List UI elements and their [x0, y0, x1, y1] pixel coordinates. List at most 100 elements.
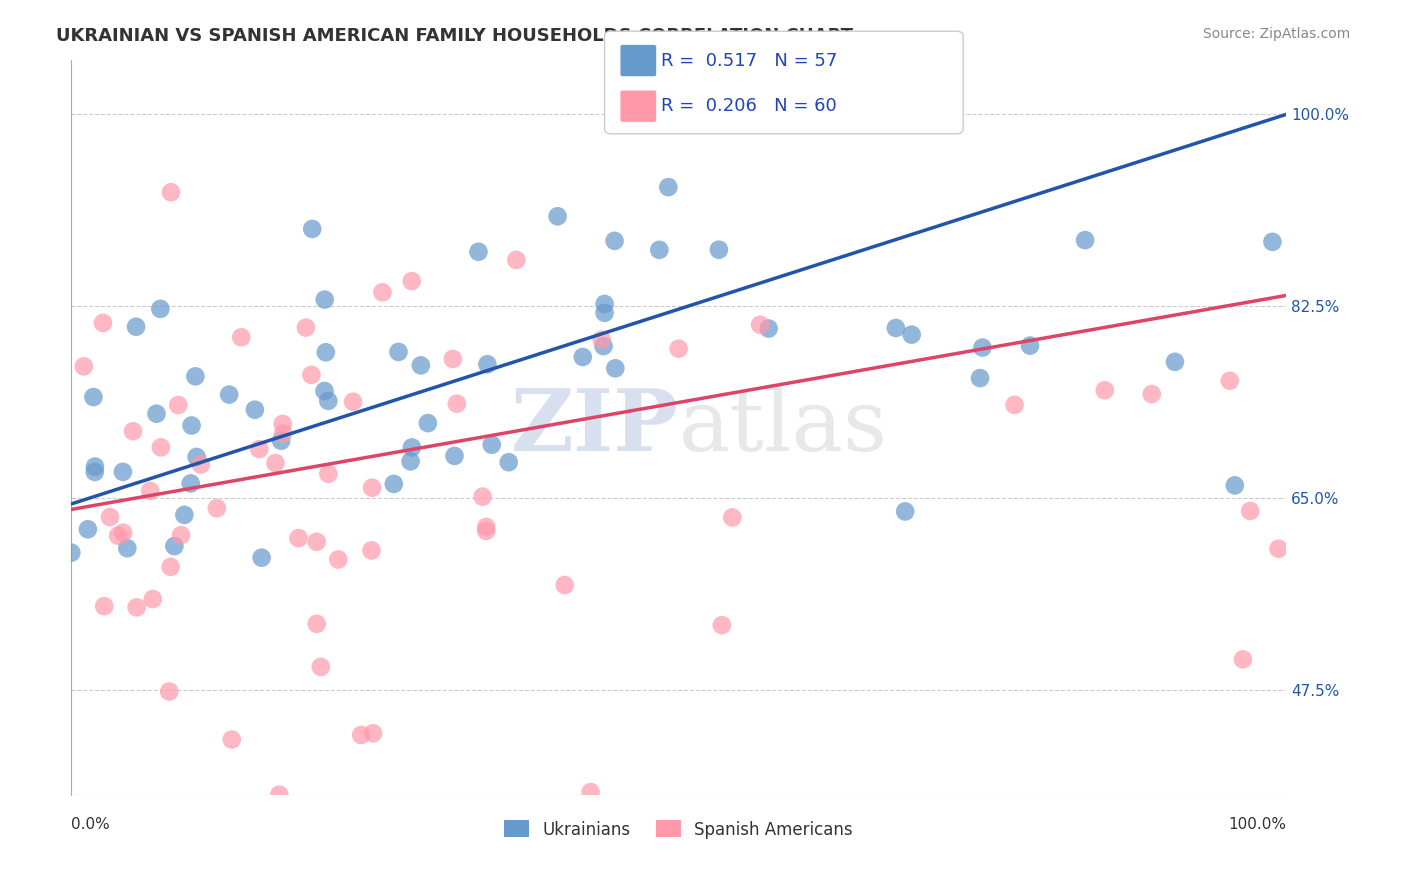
Point — [1094, 384, 1116, 398]
Point — [1223, 478, 1246, 492]
Point — [142, 592, 165, 607]
Point — [139, 483, 162, 498]
Point — [180, 476, 202, 491]
Point — [721, 510, 744, 524]
Point — [76, 522, 98, 536]
Text: 100.0%: 100.0% — [1227, 817, 1286, 831]
Point — [93, 599, 115, 614]
Text: Source: ZipAtlas.com: Source: ZipAtlas.com — [1202, 27, 1350, 41]
Point — [579, 785, 602, 799]
Point — [350, 728, 373, 742]
Point — [167, 398, 190, 412]
Point — [218, 387, 240, 401]
Point — [107, 529, 129, 543]
Point — [163, 539, 186, 553]
Point — [73, 359, 96, 374]
Point — [159, 560, 181, 574]
Point — [382, 477, 405, 491]
Point — [180, 418, 202, 433]
Legend: Ukrainians, Spanish Americans: Ukrainians, Spanish Americans — [498, 814, 859, 846]
Text: R =  0.517   N = 57: R = 0.517 N = 57 — [661, 52, 837, 70]
Point — [1164, 355, 1187, 369]
Point — [668, 342, 690, 356]
Point — [270, 434, 292, 448]
Point — [443, 449, 465, 463]
Point — [269, 788, 291, 802]
Point — [112, 525, 135, 540]
Point — [125, 319, 148, 334]
Point — [758, 321, 780, 335]
Point — [498, 455, 520, 469]
Point — [1019, 338, 1042, 352]
Point — [170, 528, 193, 542]
Point — [749, 318, 772, 332]
Point — [314, 384, 336, 398]
Point — [884, 321, 907, 335]
Point — [231, 330, 253, 344]
Point — [593, 297, 616, 311]
Point — [1261, 235, 1284, 249]
Text: 0.0%: 0.0% — [72, 817, 110, 831]
Point — [475, 520, 498, 534]
Point — [149, 301, 172, 316]
Point — [592, 339, 614, 353]
Point — [271, 426, 294, 441]
Point — [149, 441, 172, 455]
Point — [301, 222, 323, 236]
Point — [894, 504, 917, 518]
Point — [342, 394, 364, 409]
Point — [467, 244, 489, 259]
Point — [82, 390, 104, 404]
Point — [657, 180, 679, 194]
Point — [309, 660, 332, 674]
Point — [399, 454, 422, 468]
Point — [60, 546, 83, 560]
Point — [603, 234, 626, 248]
Point — [186, 450, 208, 464]
Point — [173, 508, 195, 522]
Point — [221, 732, 243, 747]
Point — [471, 490, 494, 504]
Point — [593, 306, 616, 320]
Point — [315, 345, 337, 359]
Point — [648, 243, 671, 257]
Point — [571, 350, 593, 364]
Point — [318, 393, 340, 408]
Point — [125, 600, 148, 615]
Point — [360, 543, 382, 558]
Point — [318, 467, 340, 481]
Point — [387, 345, 409, 359]
Point — [710, 618, 733, 632]
Point — [707, 243, 730, 257]
Point — [98, 510, 121, 524]
Point — [160, 186, 183, 200]
Text: ZIP: ZIP — [510, 385, 679, 469]
Point — [247, 442, 270, 456]
Point — [1267, 541, 1289, 556]
Point — [361, 481, 384, 495]
Point — [1219, 374, 1241, 388]
Point — [591, 333, 613, 347]
Point — [205, 501, 228, 516]
Point — [416, 416, 439, 430]
Point — [328, 552, 350, 566]
Point — [145, 407, 167, 421]
Point — [371, 285, 394, 300]
Point — [1232, 652, 1254, 666]
Point — [122, 424, 145, 438]
Point — [295, 320, 318, 334]
Point — [441, 351, 464, 366]
Point — [505, 252, 527, 267]
Point — [287, 531, 309, 545]
Point — [83, 465, 105, 479]
Point — [969, 371, 991, 385]
Point — [1074, 233, 1097, 247]
Point — [314, 293, 336, 307]
Point — [475, 524, 498, 538]
Text: atlas: atlas — [679, 385, 887, 468]
Point — [554, 578, 576, 592]
Point — [361, 726, 384, 740]
Point — [409, 359, 432, 373]
Point — [243, 402, 266, 417]
Point — [305, 616, 328, 631]
